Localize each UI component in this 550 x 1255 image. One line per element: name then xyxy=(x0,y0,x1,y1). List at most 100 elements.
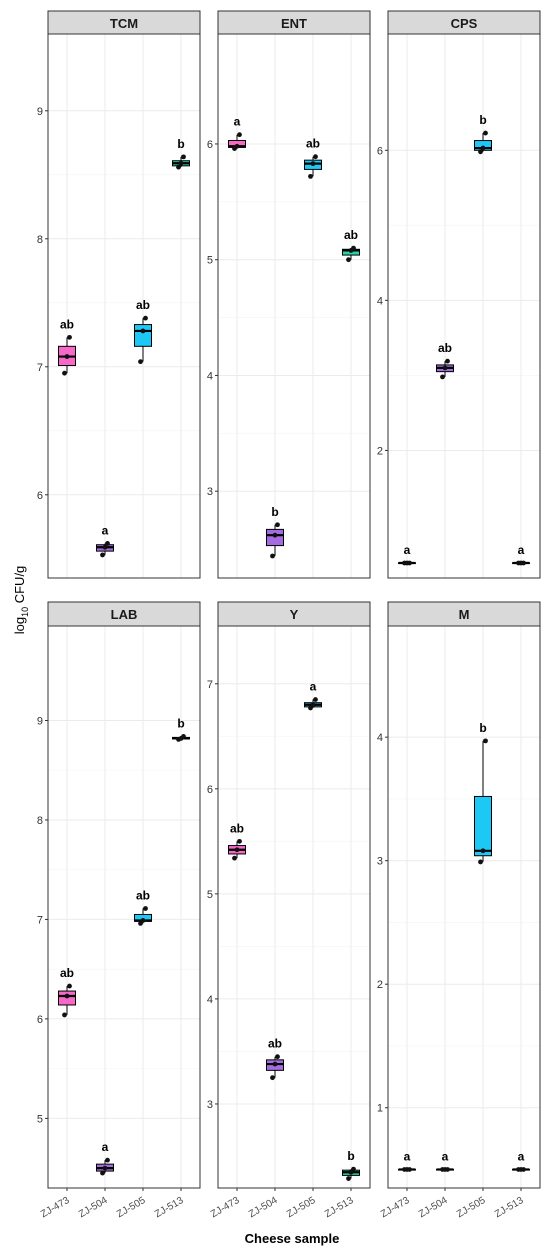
y-tick-label: 9 xyxy=(37,715,43,727)
data-point xyxy=(442,365,448,371)
data-point xyxy=(483,738,488,744)
x-tick-label: ZJ-504 xyxy=(417,1195,450,1220)
data-point xyxy=(140,328,146,334)
box-zj-504: a xyxy=(96,1140,114,1176)
data-point xyxy=(445,1167,450,1172)
y-tick-label: 4 xyxy=(207,370,213,382)
data-point xyxy=(237,838,242,844)
y-axis-title-subscript: 10 xyxy=(20,607,30,617)
data-point xyxy=(521,560,526,566)
facet-strip xyxy=(217,601,371,627)
box-zj-473: a xyxy=(398,543,416,566)
y-tick-label: 7 xyxy=(37,362,43,374)
data-point xyxy=(178,160,184,166)
significance-label: ab xyxy=(268,1037,282,1051)
x-axis-title: Cheese sample xyxy=(245,1231,340,1246)
data-point xyxy=(346,1176,351,1181)
data-point xyxy=(232,855,237,861)
y-tick-label: 9 xyxy=(37,106,43,118)
significance-label: b xyxy=(479,113,486,127)
data-point xyxy=(313,697,318,702)
y-tick-label: 2 xyxy=(377,445,383,457)
y-tick-label: 5 xyxy=(207,889,213,901)
panel-border xyxy=(47,625,201,1189)
y-tick-label: 2 xyxy=(377,979,383,991)
data-point xyxy=(308,173,313,179)
data-point xyxy=(102,544,108,550)
data-point xyxy=(407,1167,412,1172)
box-zj-505: b xyxy=(474,113,492,155)
x-tick-label: ZJ-505 xyxy=(115,1195,148,1220)
box-zj-513: ab xyxy=(342,228,360,263)
facet-panel-tcm: TCM 6 7 8 9 ab a ab b xyxy=(37,10,201,579)
y-tick-label: 7 xyxy=(37,914,43,926)
x-tick-label: ZJ-513 xyxy=(493,1195,526,1220)
data-point xyxy=(351,1166,356,1172)
y-tick-label: 3 xyxy=(207,486,213,498)
data-point xyxy=(143,906,148,911)
box-zj-504: a xyxy=(96,523,114,558)
data-point xyxy=(62,1012,67,1018)
y-tick-label: 8 xyxy=(37,815,43,827)
y-tick-label: 3 xyxy=(377,856,383,868)
data-point xyxy=(478,859,483,865)
y-axis-title: log10 CFU/g xyxy=(12,566,30,635)
significance-label: ab xyxy=(60,317,74,331)
y-tick-label: 1 xyxy=(377,1103,383,1115)
box-zj-473: ab xyxy=(228,821,246,861)
y-tick-label: 6 xyxy=(207,784,213,796)
significance-label: ab xyxy=(136,298,150,312)
significance-label: b xyxy=(479,721,486,735)
significance-label: a xyxy=(102,523,109,537)
y-tick-label: 8 xyxy=(37,234,43,246)
significance-label: ab xyxy=(306,137,320,151)
data-point xyxy=(483,130,488,136)
box-zj-504: a xyxy=(436,1149,454,1172)
data-point xyxy=(275,522,280,528)
x-tick-label: ZJ-473 xyxy=(39,1195,72,1220)
significance-label: b xyxy=(177,716,184,730)
data-point xyxy=(407,560,412,566)
y-tick-label: 6 xyxy=(207,139,213,151)
x-tick-label: ZJ-504 xyxy=(247,1195,280,1220)
facet-panel-lab: LAB 5 6 7 8 9 ab a ab b ZJ-473 ZJ-504 ZJ-505 ZJ-513 xyxy=(37,601,201,1220)
y-axis-title-rest: CFU/g xyxy=(12,566,27,607)
significance-label: a xyxy=(234,115,241,129)
significance-label: a xyxy=(310,680,317,694)
data-point xyxy=(313,154,318,160)
box-zj-504: ab xyxy=(266,1037,284,1081)
significance-label: a xyxy=(404,1149,411,1163)
box-zj-505: ab xyxy=(134,298,152,365)
facet-title: TCM xyxy=(110,16,138,31)
data-point xyxy=(237,132,242,138)
y-tick-label: 6 xyxy=(37,490,43,502)
y-tick-label: 5 xyxy=(207,255,213,267)
box-zj-513: a xyxy=(512,543,530,566)
data-point xyxy=(272,1061,278,1067)
significance-label: b xyxy=(347,1149,354,1163)
data-point xyxy=(181,734,186,739)
y-tick-label: 6 xyxy=(37,1014,43,1026)
panel-border xyxy=(217,625,371,1189)
x-tick-label: ZJ-473 xyxy=(209,1195,242,1220)
significance-label: b xyxy=(271,505,278,519)
x-tick-label: ZJ-504 xyxy=(77,1195,110,1220)
data-point xyxy=(521,1167,526,1172)
box-zj-513: b xyxy=(172,716,190,742)
y-tick-label: 4 xyxy=(377,732,383,744)
y-tick-label: 5 xyxy=(37,1113,43,1125)
panel-border xyxy=(387,625,541,1189)
facet-title: Y xyxy=(290,607,299,622)
panel-border xyxy=(217,33,371,579)
data-point xyxy=(310,161,316,167)
x-tick-label: ZJ-513 xyxy=(153,1195,186,1220)
y-tick-label: 4 xyxy=(377,295,383,307)
data-point xyxy=(272,532,278,538)
data-point xyxy=(105,1157,110,1163)
data-point xyxy=(102,1165,108,1171)
data-point xyxy=(445,358,450,364)
data-point xyxy=(67,983,72,989)
panel-border xyxy=(387,33,541,579)
